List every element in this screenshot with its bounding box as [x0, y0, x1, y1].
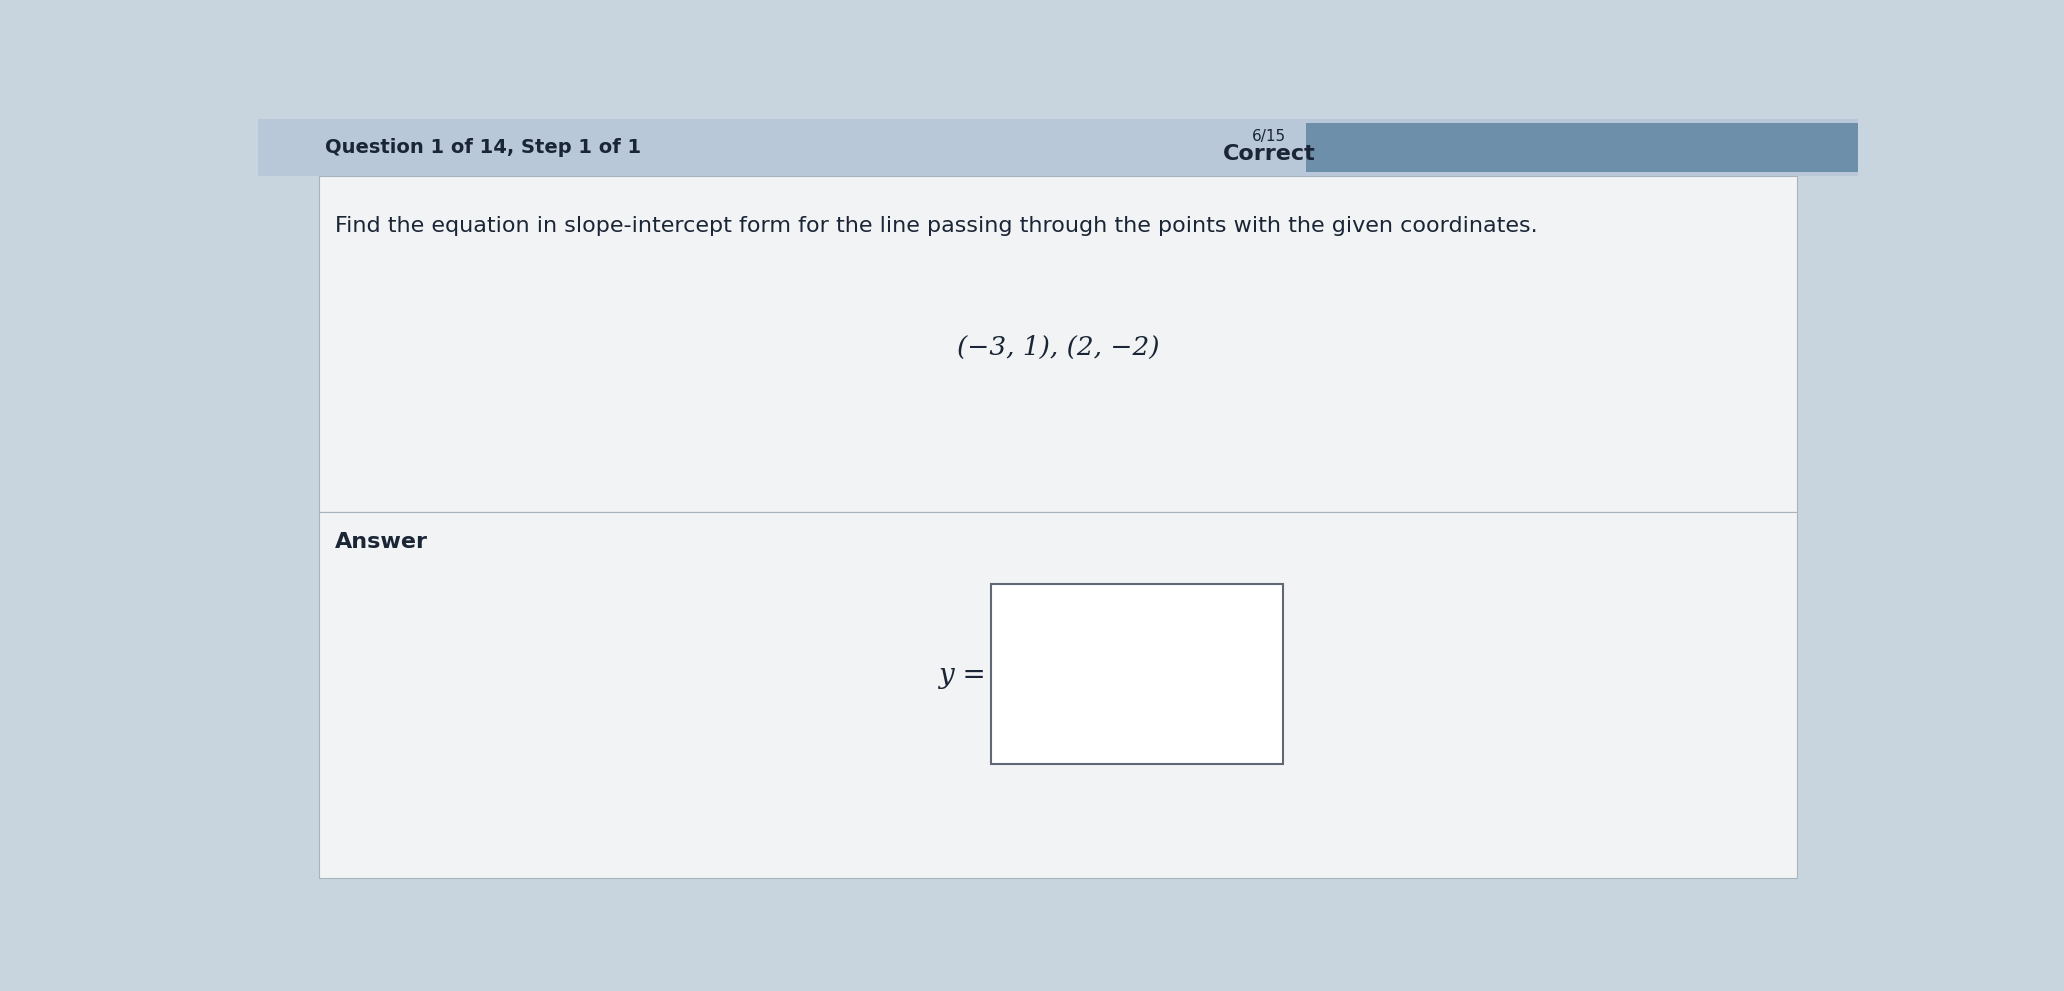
Bar: [258, 119, 1858, 176]
Text: Answer: Answer: [334, 532, 427, 552]
Bar: [1307, 123, 1858, 172]
Text: (−3, 1), (2, −2): (−3, 1), (2, −2): [956, 335, 1160, 361]
Bar: [318, 512, 1798, 878]
Text: Question 1 of 14, Step 1 of 1: Question 1 of 14, Step 1 of 1: [326, 138, 642, 157]
Bar: [991, 585, 1284, 764]
Text: 6/15: 6/15: [1253, 129, 1286, 145]
Text: Correct: Correct: [1222, 145, 1315, 165]
Bar: [318, 176, 1798, 512]
Text: Find the equation in slope-intercept form for the line passing through the point: Find the equation in slope-intercept for…: [334, 216, 1538, 236]
Text: y =: y =: [937, 662, 987, 690]
